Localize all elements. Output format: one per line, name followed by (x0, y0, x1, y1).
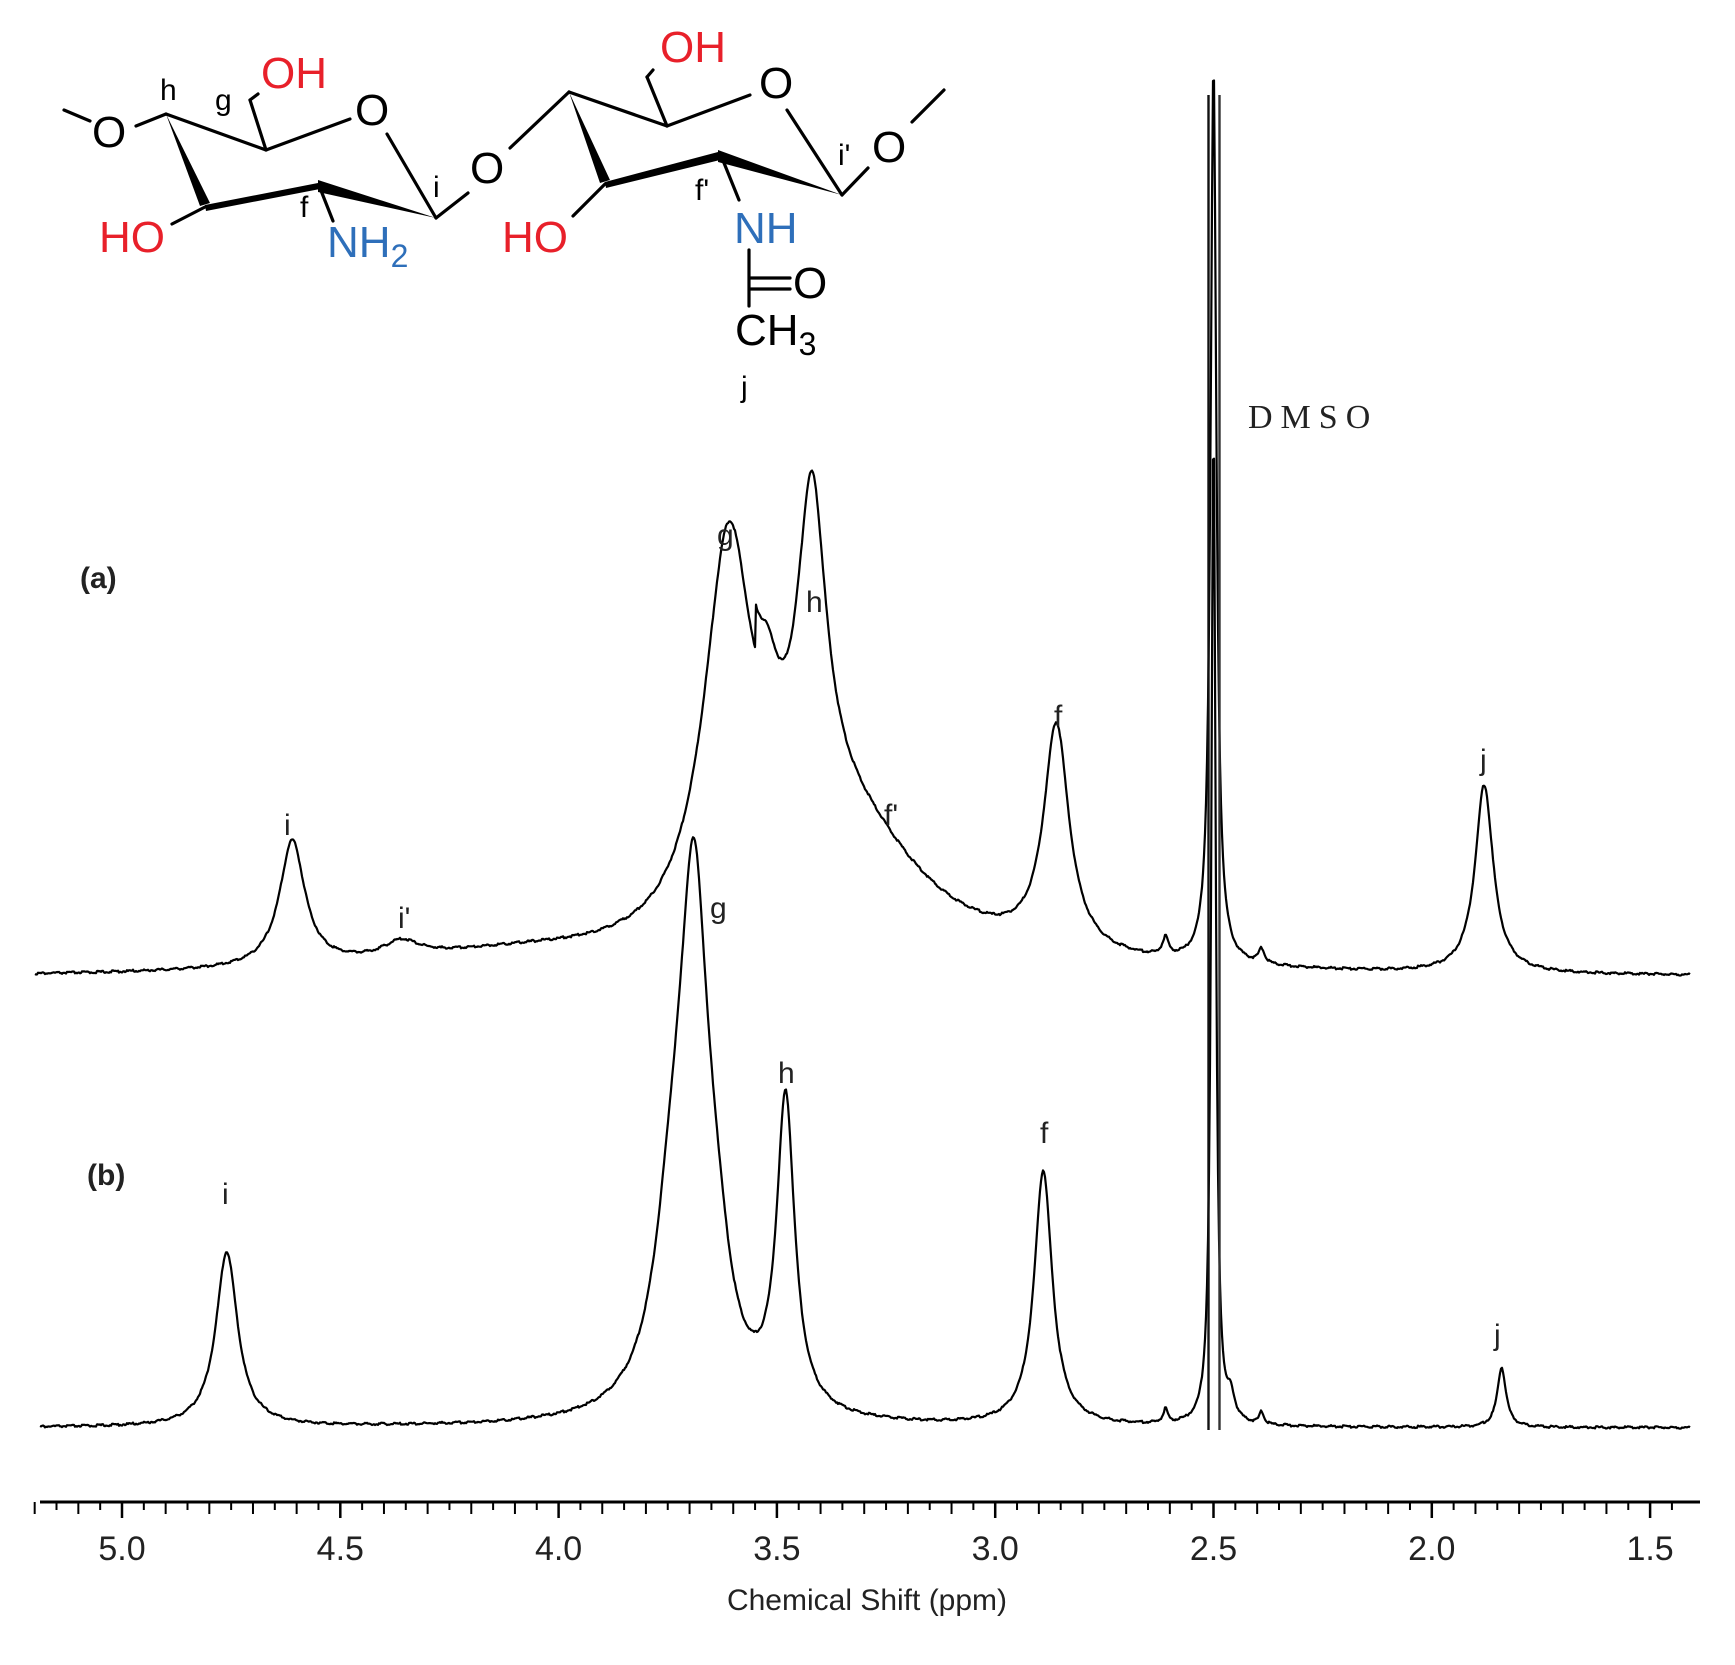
peak-label-a-i: i (284, 809, 291, 842)
panel-b-label: (b) (87, 1159, 125, 1192)
hydroxyl-oh-right: OH (660, 23, 726, 72)
label-h: h (160, 74, 177, 107)
x-axis-title: Chemical Shift (ppm) (727, 1584, 1007, 1617)
peak-label-a-f-prime: f' (884, 799, 898, 832)
axis-ticks (33, 1502, 1673, 1518)
peak-labels-b: i g h f j (222, 892, 1501, 1352)
nmr-spectra (34, 79, 1691, 1430)
bond (785, 108, 844, 197)
atom-o-bridge: O (470, 144, 504, 193)
wedge-bond (166, 114, 210, 206)
peak-label-a-i-prime: i' (398, 902, 410, 935)
peak-labels-a: i i' g h f' f j (284, 519, 1487, 935)
wedge-bond (605, 152, 720, 188)
bond (665, 93, 752, 128)
label-i-prime: i' (838, 139, 850, 172)
bond (62, 108, 92, 123)
chitosan-structure (62, 68, 946, 308)
bond (248, 92, 260, 102)
label-g: g (215, 84, 232, 117)
bond (840, 166, 870, 197)
tick-label: 3.0 (972, 1530, 1019, 1568)
tick-label: 4.0 (535, 1530, 582, 1568)
bond (170, 205, 207, 226)
wedge-bond (318, 180, 436, 218)
peak-label-a-f: f (1054, 700, 1063, 733)
bond (134, 112, 168, 128)
spectrum-trace-b (39, 457, 1691, 1430)
label-i: i (433, 171, 440, 204)
label-f-prime: f' (695, 174, 709, 207)
peak-label-a-h: h (806, 586, 823, 619)
tick-label: 1.5 (1626, 1530, 1673, 1568)
hydroxyl-ho-left: HO (99, 213, 165, 262)
atom-o-left-ring: O (355, 86, 389, 135)
atom-o-right-link: O (872, 123, 906, 172)
amide-nh: NH (734, 204, 798, 253)
bond (164, 112, 268, 152)
bond (567, 90, 669, 128)
tick-label: 4.5 (317, 1530, 364, 1568)
bond (910, 88, 946, 124)
bond (318, 186, 335, 223)
peak-label-b-g: g (710, 892, 727, 925)
bond (264, 117, 352, 152)
peak-label-a-j: j (1479, 744, 1487, 777)
peak-label-b-f: f (1040, 1117, 1049, 1150)
tick-label: 3.5 (753, 1530, 800, 1568)
bond (720, 156, 741, 202)
bond (385, 132, 438, 220)
wedge-bond (718, 150, 842, 195)
x-axis: 5.0 4.5 4.0 3.5 3.0 2.5 2.0 1.5 Chemical Shift … (33, 1500, 1700, 1617)
bond (645, 75, 669, 128)
tick-label: 2.5 (1190, 1530, 1237, 1568)
spectrum-trace-a (34, 79, 1691, 977)
wedge-bond (569, 92, 610, 183)
amine-nh2: NH2 (327, 218, 408, 274)
bond (508, 90, 571, 150)
bond (248, 98, 268, 152)
tick-label: 2.0 (1408, 1530, 1455, 1568)
methyl-ch3: CH3 (735, 306, 816, 362)
structure-labels: O O OH HO NH2 h g f i O O OH HO NH O CH3… (92, 23, 906, 404)
wedge-bond (205, 183, 320, 211)
bond (645, 68, 655, 79)
peak-label-b-h: h (778, 1057, 795, 1090)
label-j: j (740, 371, 748, 404)
peak-label-a-g: g (717, 519, 734, 552)
peak-label-b-j: j (1493, 1319, 1501, 1352)
tick-label: 5.0 (98, 1530, 145, 1568)
hydroxyl-ho-right: HO (502, 213, 568, 262)
panel-a-label: (a) (80, 562, 117, 595)
dmso-label: DMSO (1248, 399, 1378, 436)
bond (434, 191, 470, 220)
carbonyl-o: O (793, 259, 827, 308)
axis-tick-labels: 5.0 4.5 4.0 3.5 3.0 2.5 2.0 1.5 (98, 1530, 1673, 1568)
atom-o-right-ring: O (759, 59, 793, 108)
label-f: f (300, 191, 309, 224)
bond (571, 182, 607, 218)
hydroxyl-oh-left: OH (261, 49, 327, 98)
atom-o-left-link: O (92, 108, 126, 157)
peak-label-b-i: i (222, 1178, 229, 1211)
